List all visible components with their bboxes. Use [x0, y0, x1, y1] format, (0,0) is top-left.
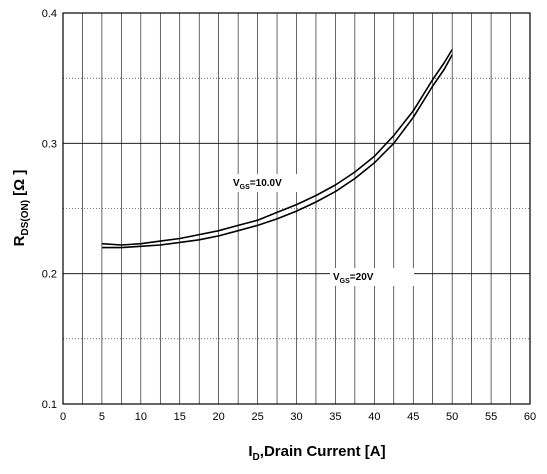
series-annotation: VGS=10.0V — [233, 178, 282, 191]
y-tick-label: 0.3 — [42, 138, 57, 150]
x-tick-label: 15 — [174, 411, 186, 423]
x-tick-label: 25 — [251, 411, 263, 423]
x-tick-label: 55 — [485, 411, 497, 423]
annotation-bg — [330, 268, 414, 286]
x-tick-label: 20 — [213, 411, 225, 423]
x-axis-title: ID,Drain Current [A] — [248, 443, 385, 463]
y-tick-label: 0.2 — [42, 269, 57, 281]
grid — [63, 13, 530, 404]
series-layer — [101, 49, 453, 249]
x-tick-label: 0 — [60, 411, 66, 423]
series-annotation: VGS=20V — [333, 272, 374, 285]
x-tick-label: 30 — [290, 411, 302, 423]
series-line-0 — [101, 49, 453, 246]
annotation-bg — [230, 174, 314, 192]
x-tick-label: 10 — [135, 411, 147, 423]
tick-labels: 0 5 10 15 20 25 30 35 40 45 50 55 60 0.1 0.2 0.3 0.4 — [42, 8, 536, 423]
x-tick-label: 50 — [446, 411, 458, 423]
x-tick-label: 60 — [524, 411, 536, 423]
y-tick-label: 0.1 — [42, 399, 57, 411]
x-tick-label: 45 — [407, 411, 419, 423]
plot-frame — [62, 12, 531, 405]
x-tick-label: 5 — [99, 411, 105, 423]
x-tick-label: 35 — [329, 411, 341, 423]
x-tick-label: 40 — [368, 411, 380, 423]
annotations: VGS=10.0V VGS=20V — [230, 174, 414, 286]
y-axis-title: RDS(ON) [Ω ] — [11, 170, 31, 247]
series-line-1 — [101, 54, 453, 249]
y-tick-label: 0.4 — [42, 8, 57, 20]
